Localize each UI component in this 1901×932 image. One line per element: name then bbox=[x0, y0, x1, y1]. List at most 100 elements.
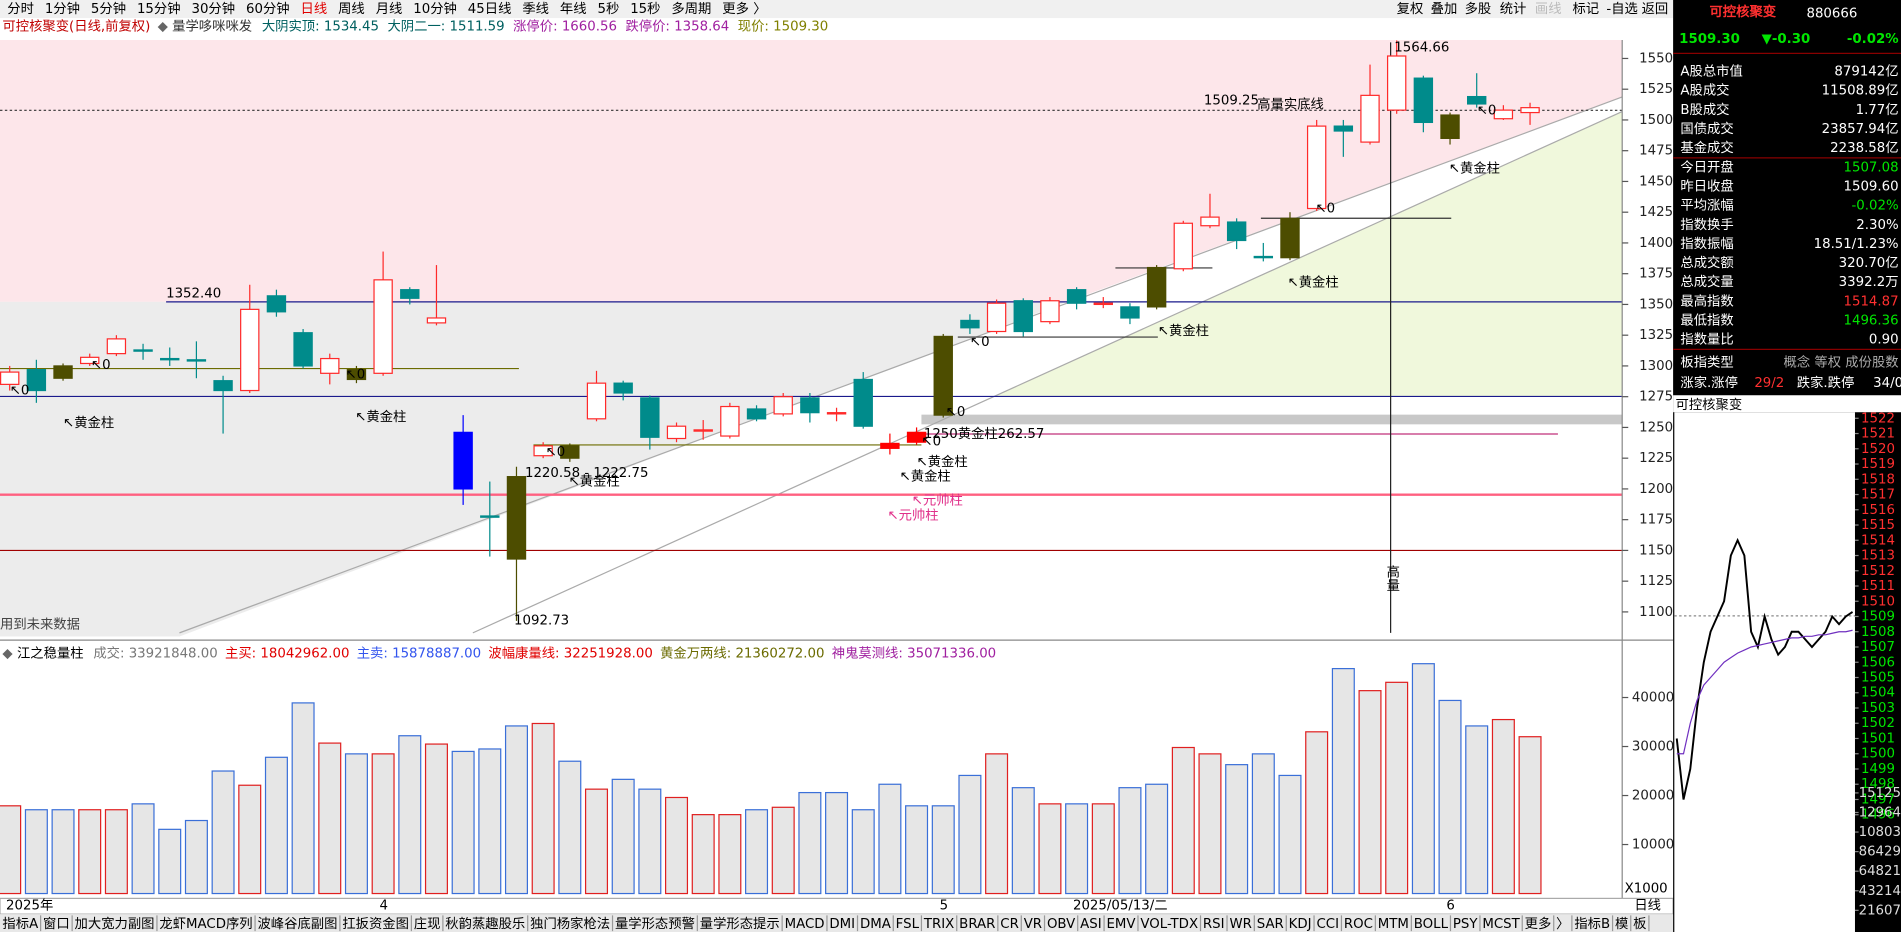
period-button[interactable]: 30分钟 bbox=[191, 0, 235, 17]
indicator-tab[interactable]: 板 bbox=[1633, 916, 1646, 932]
indicator-tab[interactable]: MTM bbox=[1378, 917, 1409, 932]
quote-label: 昨日收盘 bbox=[1680, 177, 1733, 194]
indicator-tab[interactable]: 〉 bbox=[1556, 917, 1569, 932]
candle-body bbox=[640, 397, 660, 438]
indicator-tab[interactable]: 量学形态提示 bbox=[700, 916, 780, 932]
period-button[interactable]: 45日线 bbox=[468, 1, 512, 17]
quote-label: 最低指数 bbox=[1680, 313, 1733, 329]
y-tick-label: 43214 bbox=[1859, 884, 1901, 899]
candle-body bbox=[26, 369, 47, 392]
period-button[interactable]: 多周期 bbox=[671, 0, 711, 17]
indicator-tab[interactable]: MACD bbox=[785, 917, 825, 932]
y-tick-label: 1510 bbox=[1861, 594, 1895, 609]
period-button[interactable]: 60分钟 bbox=[246, 0, 290, 17]
indicator-tab[interactable]: 窗口 bbox=[43, 915, 70, 932]
indicator-tab[interactable]: 扛扳资金图 bbox=[342, 916, 409, 932]
volume-bar bbox=[1145, 783, 1169, 895]
annotation: 1564.66 bbox=[1394, 40, 1449, 55]
tool-button[interactable]: 复权 bbox=[1397, 0, 1424, 17]
indicator-tab[interactable]: BRAR bbox=[959, 917, 995, 932]
period-button[interactable]: 年线 bbox=[560, 1, 587, 17]
annotation: 高量 bbox=[1384, 564, 1400, 592]
indicator-tab[interactable]: CCI bbox=[1316, 917, 1339, 932]
candle-body bbox=[1253, 255, 1274, 259]
candle-body bbox=[1333, 125, 1354, 132]
indicator-tab[interactable]: 庄现 bbox=[414, 915, 441, 932]
indicator-tab[interactable]: CR bbox=[1000, 917, 1019, 932]
indicator-tab[interactable]: ASI bbox=[1080, 917, 1102, 932]
volume-bar bbox=[291, 702, 315, 895]
period-button[interactable]: 日线 bbox=[301, 1, 328, 17]
period-button[interactable]: 周线 bbox=[338, 1, 365, 17]
indicator-tab[interactable]: 加大宽力副图 bbox=[75, 915, 155, 932]
candle-body bbox=[933, 335, 953, 416]
y-tick-label: 1499 bbox=[1861, 762, 1895, 777]
volume-bar bbox=[1198, 753, 1222, 895]
y-tick-label: 1500 bbox=[1861, 747, 1895, 762]
y-tick-label: 129643 bbox=[1859, 805, 1901, 820]
indicator-tab[interactable]: DMI bbox=[829, 917, 855, 932]
tool-button[interactable]: 统计 bbox=[1500, 1, 1527, 17]
tool-button[interactable]: 标记 bbox=[1572, 1, 1599, 17]
volume-bar bbox=[1171, 746, 1195, 895]
period-button[interactable]: 5秒 bbox=[597, 1, 619, 17]
period-button[interactable]: 更多 〉 bbox=[722, 0, 766, 17]
indicator-tab[interactable]: KDJ bbox=[1289, 917, 1312, 932]
period-button[interactable]: 分时 bbox=[7, 1, 34, 17]
indicator-tab[interactable]: FSL bbox=[896, 917, 920, 932]
tool-button[interactable]: 画线 bbox=[1535, 1, 1562, 17]
indicator-tab[interactable]: 指标A bbox=[2, 916, 38, 932]
volume-bar bbox=[24, 809, 48, 895]
indicator-tab[interactable]: 秋韵蒸趣股乐 bbox=[445, 916, 525, 932]
indicator-tab[interactable]: DMA bbox=[860, 917, 891, 932]
indicator-tab[interactable]: 模 bbox=[1615, 916, 1628, 932]
annotation: ↖0 bbox=[546, 445, 566, 460]
quote-label: 指数振幅 bbox=[1680, 236, 1733, 252]
tool-button[interactable]: 返回 bbox=[1642, 1, 1669, 17]
quote-label: B股成交 bbox=[1680, 101, 1729, 118]
period-button[interactable]: 15秒 bbox=[630, 1, 660, 17]
volume-bar bbox=[584, 788, 609, 895]
tool-button[interactable]: 多股 bbox=[1465, 0, 1492, 17]
y-tick-label: 1200 bbox=[1639, 482, 1673, 497]
indicator-tab[interactable]: 更多 bbox=[1525, 915, 1552, 932]
quote-value: 320.70亿 bbox=[1839, 255, 1899, 271]
indicator-tab[interactable]: VOL-TDX bbox=[1140, 917, 1198, 932]
candle-body bbox=[1360, 94, 1380, 143]
period-button[interactable]: 季线 bbox=[522, 1, 549, 17]
tool-button[interactable]: -自选 bbox=[1606, 1, 1637, 17]
y-tick-label: 1350 bbox=[1639, 297, 1673, 312]
indicator-tab[interactable]: SAR bbox=[1257, 917, 1284, 932]
indicator-tab[interactable]: BOLL bbox=[1414, 917, 1449, 932]
period-button[interactable]: 10分钟 bbox=[413, 0, 457, 17]
indicator-tab[interactable]: 波峰谷底副图 bbox=[257, 916, 337, 932]
tool-button[interactable]: 叠加 bbox=[1431, 1, 1458, 17]
indicator-tab[interactable]: 龙虾MACD序列 bbox=[159, 916, 252, 932]
indicator-tab[interactable]: 指标B bbox=[1574, 916, 1610, 932]
volume-bar bbox=[531, 722, 555, 895]
indicator-tab[interactable]: WR bbox=[1229, 917, 1251, 932]
period-button[interactable]: 月线 bbox=[376, 1, 403, 17]
y-tick-label: 1518 bbox=[1861, 472, 1895, 487]
period-button[interactable]: 1分钟 bbox=[45, 0, 80, 17]
indicator-tab[interactable]: PSY bbox=[1453, 917, 1478, 932]
indicator-tab[interactable]: EMV bbox=[1107, 917, 1136, 932]
volume-item: 主买: 18042962.00 bbox=[225, 645, 349, 661]
period-button[interactable]: 15分钟 bbox=[137, 0, 181, 17]
indicator-tab[interactable]: MCST bbox=[1482, 917, 1520, 932]
indicator-tab[interactable]: VR bbox=[1024, 917, 1042, 932]
indicator-tab[interactable]: TRIX bbox=[923, 917, 954, 932]
minute-line bbox=[1676, 629, 1853, 755]
indicator-tab[interactable]: OBV bbox=[1047, 917, 1075, 932]
volume-bar bbox=[718, 814, 742, 895]
indicator-tab[interactable]: 量学形态预警 bbox=[615, 916, 695, 932]
indicator-tab[interactable]: 独门杨家枪法 bbox=[530, 915, 610, 932]
indicator-tab[interactable]: ROC bbox=[1344, 917, 1373, 932]
period-button[interactable]: 5分钟 bbox=[91, 0, 126, 17]
indicator-tab[interactable]: RSI bbox=[1203, 917, 1225, 932]
candle-body bbox=[160, 357, 180, 361]
annotation: ↖0 bbox=[921, 434, 941, 449]
indicator-name: 量学哆咪咪发 bbox=[172, 19, 252, 35]
quote-label: A股成交 bbox=[1680, 82, 1729, 99]
